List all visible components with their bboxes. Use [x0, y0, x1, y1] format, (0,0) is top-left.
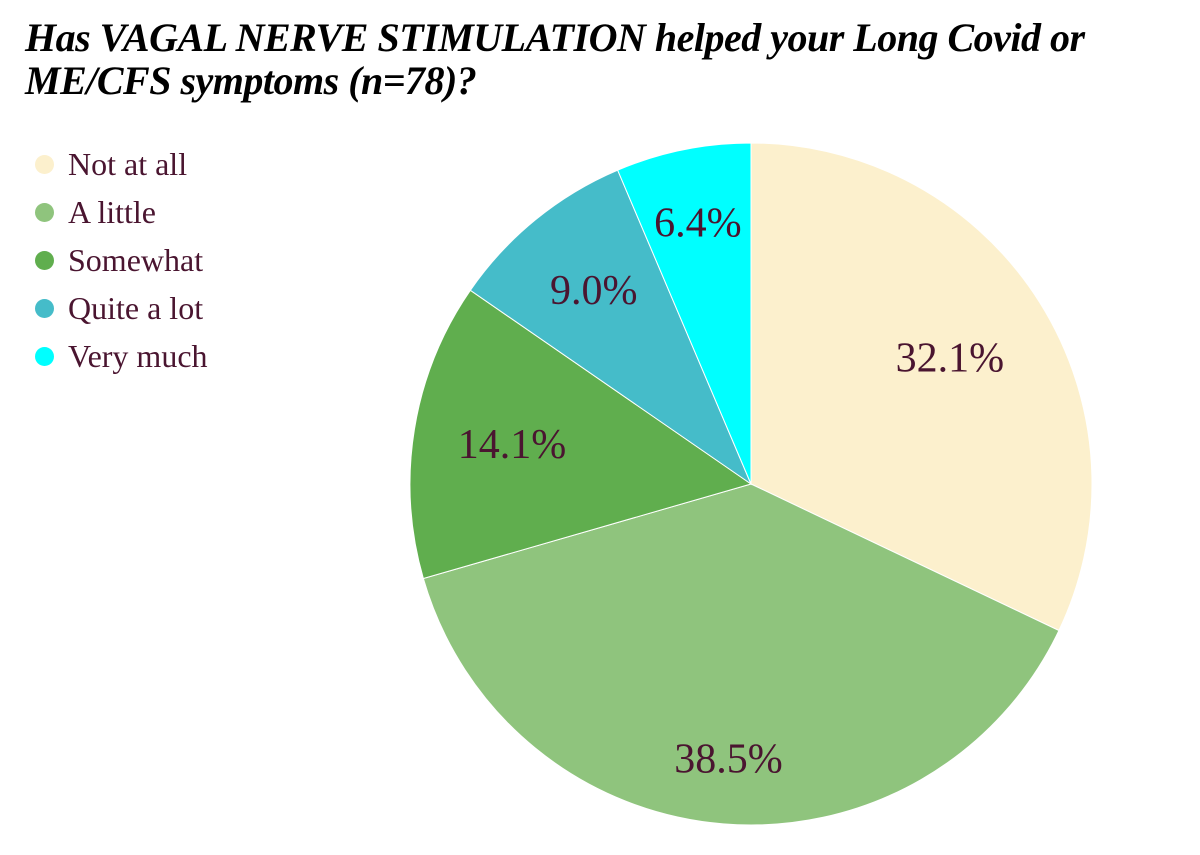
pie-chart: 32.1% 38.5% 14.1% 9.0% 6.4% — [409, 142, 1093, 826]
legend-item-quite-a-lot: Quite a lot — [35, 284, 208, 332]
pie-slice-quite-a-lot — [469, 169, 753, 486]
legend-dot-icon — [35, 346, 54, 366]
pie-slice-value-label: 32.1% — [896, 335, 1005, 381]
legend-item-label: Not at all — [68, 145, 188, 182]
legend-dot-icon — [35, 298, 54, 318]
legend-item-very-much: Very much — [35, 332, 208, 380]
legend-item-label: A little — [68, 193, 156, 230]
legend-item-somewhat: Somewhat — [35, 236, 208, 284]
pie-slice-not-at-all — [750, 142, 1093, 632]
legend-item-label: Quite a lot — [68, 289, 204, 326]
chart-title: Has VAGAL NERVE STIMULATION helped your … — [25, 15, 1085, 104]
legend-item-not-at-all: Not at all — [35, 140, 208, 188]
pie-slice-a-little — [422, 483, 1060, 826]
pie-slice-value-label: 14.1% — [458, 422, 567, 468]
legend-item-label: Very much — [68, 337, 208, 374]
pie-legend: Not at all A little Somewhat Quite a lot Ver… — [35, 140, 208, 380]
pie-slice-value-label: 38.5% — [674, 736, 783, 782]
chart-title-line1: Has VAGAL NERVE STIMULATION helped your … — [25, 15, 1085, 60]
pie-slice-very-much — [617, 142, 752, 485]
legend-dot-icon — [35, 250, 54, 270]
legend-item-label: Somewhat — [68, 241, 204, 278]
pie-slice-somewhat — [409, 289, 753, 580]
legend-dot-icon — [35, 202, 54, 222]
legend-item-a-little: A little — [35, 188, 208, 236]
legend-dot-icon — [35, 154, 54, 174]
pie-slice-value-label: 9.0% — [550, 268, 638, 314]
pie-slice-value-label: 6.4% — [654, 200, 742, 246]
chart-title-line2: ME/CFS symptoms (n=78)? — [25, 58, 477, 104]
